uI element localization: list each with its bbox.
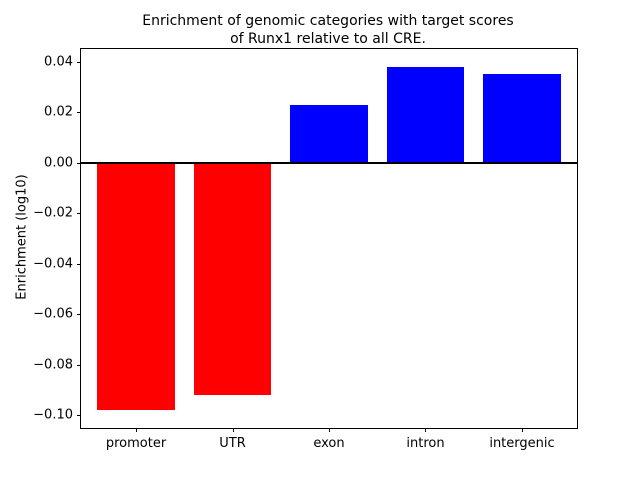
bar-UTR xyxy=(193,162,272,396)
chart-title: Enrichment of genomic categories with ta… xyxy=(80,12,576,48)
y-tick-mark xyxy=(77,112,81,114)
y-tick-label: 0.02 xyxy=(44,104,73,120)
y-tick-mark xyxy=(77,162,81,164)
chart-title-line-2: of Runx1 relative to all CRE. xyxy=(230,31,426,48)
bar-promoter xyxy=(97,162,175,411)
x-tick-mark xyxy=(232,428,234,432)
y-tick-label: −0.02 xyxy=(33,205,73,221)
bar-exon xyxy=(290,104,368,163)
y-tick-mark xyxy=(77,213,81,215)
x-tick-label-promoter: promoter xyxy=(105,436,167,451)
plot-area: 0.04 0.02 0.00 −0.02 −0.04 −0.06 −0.08 −0.10 pro… xyxy=(33,48,578,451)
y-tick-mark xyxy=(77,364,81,366)
y-tick-mark xyxy=(77,314,81,316)
y-tick-label: −0.10 xyxy=(33,407,73,423)
y-tick-label: −0.08 xyxy=(33,357,73,373)
x-tick-label-intergenic: intergenic xyxy=(489,436,555,451)
y-axis-label: Enrichment (log10) xyxy=(14,174,30,300)
x-tick-mark xyxy=(136,428,137,432)
y-tick-label: 0.00 xyxy=(44,155,73,171)
x-tick-mark xyxy=(521,428,523,432)
x-tick-label-exon: exon xyxy=(313,436,345,451)
chart-title-line-1: Enrichment of genomic categories with ta… xyxy=(142,13,514,29)
x-tick-label-UTR: UTR xyxy=(219,436,246,451)
y-tick-label: −0.04 xyxy=(33,256,73,272)
bar-intron xyxy=(386,66,465,163)
y-tick-label: −0.06 xyxy=(33,306,73,322)
y-tick-label: 0.04 xyxy=(44,54,73,70)
y-tick-mark xyxy=(77,61,81,63)
y-tick-mark xyxy=(77,263,81,265)
zero-line xyxy=(81,161,577,164)
bar-intergenic xyxy=(483,74,561,163)
y-tick-mark xyxy=(77,415,81,417)
x-tick-mark xyxy=(329,428,330,432)
x-tick-mark xyxy=(425,428,427,432)
x-tick-label-intron: intron xyxy=(406,436,445,451)
